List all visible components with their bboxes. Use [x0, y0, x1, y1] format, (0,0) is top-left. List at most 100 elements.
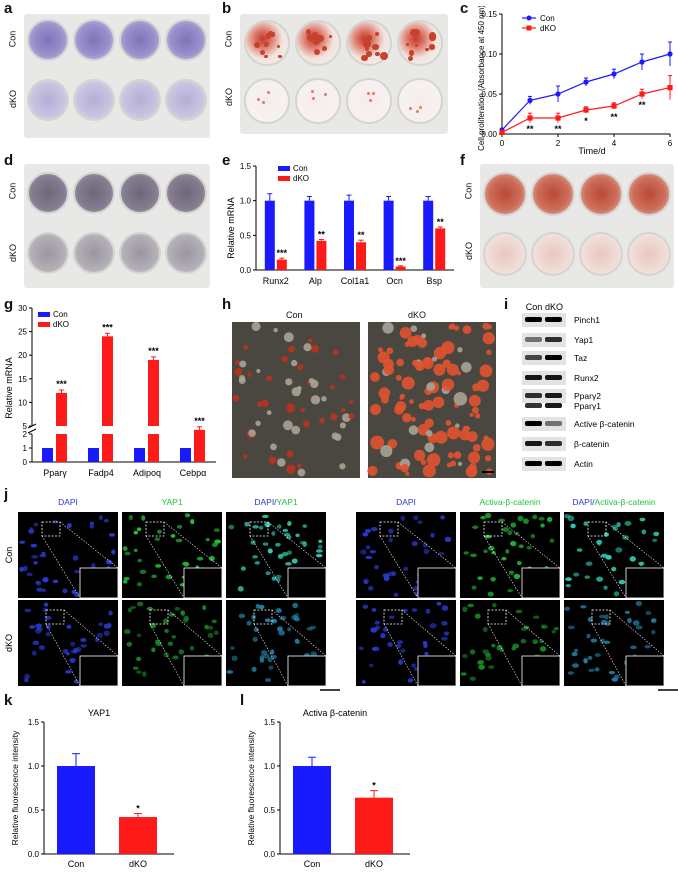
- nucleus: [38, 645, 45, 651]
- blot-label: Pinch1: [574, 315, 600, 325]
- nucleus: [380, 633, 386, 639]
- micrograph-label-dko: dKO: [408, 310, 427, 320]
- lipid-droplet: [400, 463, 409, 473]
- zoom-line: [163, 521, 223, 569]
- cell: [308, 377, 315, 384]
- well: [165, 79, 207, 121]
- lipid-droplet: [476, 379, 490, 392]
- nucleus: [183, 615, 190, 621]
- nucleus: [123, 577, 130, 581]
- y-tick-label: 0.05: [481, 90, 497, 99]
- nucleus: [510, 522, 517, 528]
- blot-strip: [522, 313, 566, 327]
- blot-band: [525, 393, 542, 398]
- bar-dko: [56, 434, 67, 462]
- cell: [239, 375, 246, 382]
- cell: [273, 327, 278, 333]
- nucleus: [151, 647, 156, 653]
- zoom-inset: [521, 655, 561, 687]
- well: [73, 172, 115, 214]
- nucleus: [214, 539, 222, 544]
- well: [73, 79, 115, 121]
- lipid-droplet: [339, 374, 346, 380]
- lipid-droplet: [234, 368, 243, 376]
- lipid-droplet: [417, 338, 428, 348]
- nucleus: [270, 618, 278, 624]
- nucleus: [136, 582, 143, 587]
- nucleus: [371, 608, 377, 612]
- nucleus: [530, 533, 536, 539]
- nucleus: [24, 677, 29, 683]
- lipid-droplet: [399, 395, 405, 400]
- nucleus: [644, 645, 652, 649]
- blot-band: [525, 421, 542, 426]
- nucleus: [132, 666, 139, 670]
- y-tick-label: 0: [23, 458, 28, 467]
- x-category-label: Adipoq: [133, 468, 161, 478]
- data-point: [667, 51, 673, 57]
- row-label-con: Con: [7, 30, 18, 48]
- zoom-box: [41, 521, 61, 537]
- nucleus: [594, 653, 601, 658]
- nucleus: [207, 632, 214, 639]
- nucleus: [436, 601, 442, 606]
- lipid-droplet: [297, 463, 302, 468]
- nucleus: [570, 523, 576, 529]
- micrographs-h-oil-red: [232, 322, 496, 478]
- significance-mark: **: [610, 112, 618, 122]
- zoom-line: [41, 535, 81, 599]
- nucleus: [96, 632, 103, 638]
- nucleus: [94, 637, 100, 642]
- cell: [424, 442, 435, 453]
- nucleus: [292, 602, 299, 609]
- mineral-nodule: [428, 32, 436, 40]
- y-tick-label: 0.5: [240, 231, 252, 240]
- cell: [460, 361, 472, 373]
- lipid-droplet: [367, 465, 378, 476]
- lipid-droplet: [407, 336, 419, 347]
- nucleus: [127, 607, 133, 613]
- blot-band: [525, 337, 542, 342]
- nucleus: [136, 656, 142, 662]
- nucleus: [598, 614, 606, 619]
- if-col-label: DAPI: [396, 497, 416, 507]
- nucleus: [254, 561, 261, 565]
- nucleus: [364, 528, 372, 533]
- x-category-label: Fadp4: [88, 468, 114, 478]
- lipid-droplet: [468, 451, 481, 464]
- bar-con: [383, 200, 394, 270]
- lipid-droplet: [485, 455, 492, 462]
- nucleus: [541, 624, 546, 629]
- x-tick-label: 6: [668, 139, 673, 148]
- nucleus: [98, 622, 104, 627]
- nucleus: [618, 579, 626, 585]
- y-tick-label: 1.0: [28, 762, 40, 771]
- nucleus: [639, 517, 646, 522]
- blot-band: [545, 441, 562, 446]
- nucleus: [26, 572, 33, 577]
- blot-label: Runx2: [574, 373, 599, 383]
- lipid-droplet: [308, 338, 313, 343]
- nucleus: [553, 627, 559, 631]
- nucleus: [507, 530, 513, 536]
- legend-con: Con: [293, 164, 308, 173]
- lipid-droplet: [286, 450, 294, 458]
- nucleus: [375, 625, 381, 631]
- lipid-droplet: [423, 399, 434, 411]
- significance-mark: **: [638, 100, 646, 110]
- nucleus: [596, 576, 604, 582]
- nucleus: [122, 579, 128, 584]
- nucleus: [411, 663, 416, 668]
- mineral-nodule: [429, 44, 435, 50]
- lipid-droplet: [426, 453, 441, 467]
- chart-c-xlabel: Time/d: [578, 146, 605, 156]
- nucleus: [264, 618, 271, 623]
- nucleus: [226, 670, 234, 674]
- lipid-droplet: [441, 378, 455, 391]
- zoom-box: [45, 609, 65, 625]
- nucleus: [371, 646, 377, 651]
- blot-strip: [522, 457, 566, 471]
- cell: [290, 359, 298, 367]
- merge-label-dapi: DAPI/: [572, 497, 595, 507]
- nucleus: [603, 640, 611, 644]
